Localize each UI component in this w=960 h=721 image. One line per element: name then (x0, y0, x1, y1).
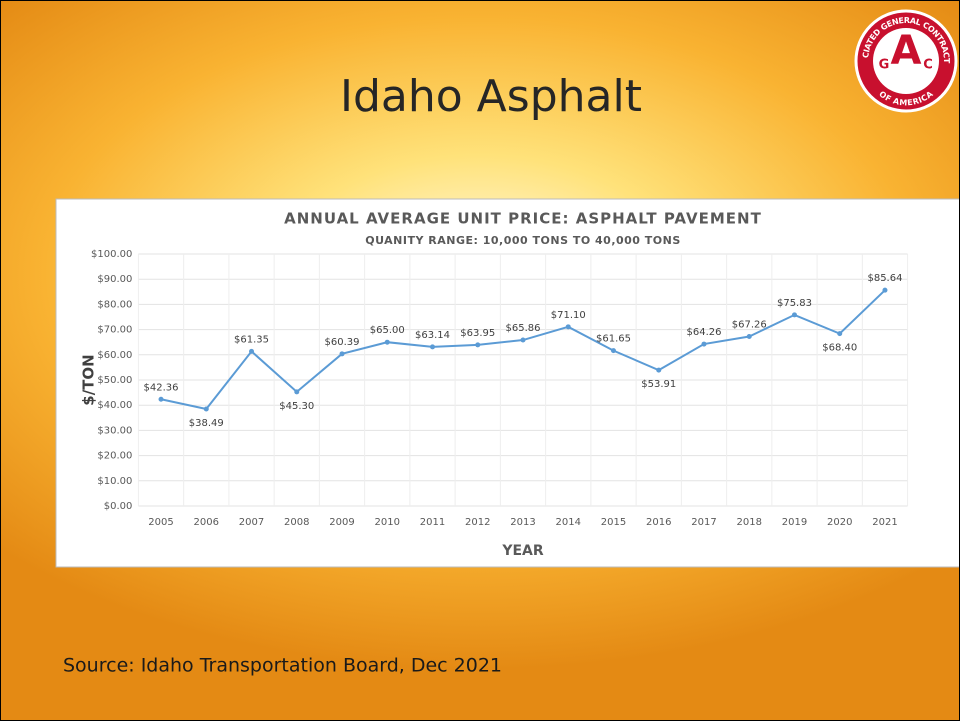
data-label: $63.14 (415, 330, 450, 341)
data-point (882, 287, 888, 293)
y-tick-label: $60.00 (97, 350, 132, 361)
data-label: $65.00 (370, 325, 405, 336)
x-tick-label: 2019 (782, 517, 807, 528)
data-label: $45.30 (279, 401, 314, 412)
data-point (746, 334, 752, 340)
data-label: $64.26 (686, 327, 721, 338)
y-tick-label: $50.00 (97, 375, 132, 386)
y-tick-label: $70.00 (97, 325, 132, 336)
data-point (520, 337, 526, 343)
data-point (656, 367, 662, 373)
data-label: $38.49 (189, 418, 224, 429)
x-tick-label: 2020 (827, 517, 852, 528)
y-tick-label: $20.00 (97, 451, 132, 462)
x-tick-label: 2013 (510, 517, 535, 528)
slide-title: Idaho Asphalt (340, 71, 642, 122)
data-point (565, 324, 571, 330)
data-point (430, 344, 436, 350)
y-tick-label: $40.00 (97, 400, 132, 411)
data-point (475, 342, 481, 348)
y-tick-label: $90.00 (97, 274, 132, 285)
x-tick-label: 2011 (420, 517, 445, 528)
x-tick-label: 2008 (284, 517, 309, 528)
x-tick-label: 2006 (194, 517, 219, 528)
chart: ANNUAL AVERAGE UNIT PRICE: ASPHALT PAVEM… (80, 210, 909, 559)
logo-letter: G (879, 58, 890, 73)
y-axis-label: $/TON (80, 354, 98, 405)
x-tick-label: 2016 (646, 517, 671, 528)
data-label: $61.65 (596, 334, 631, 345)
x-tick-label: 2021 (872, 517, 897, 528)
x-tick-label: 2007 (239, 517, 264, 528)
source-note: Source: Idaho Transportation Board, Dec … (63, 655, 502, 677)
data-label: $85.64 (867, 273, 902, 284)
data-point (339, 351, 345, 357)
logo-letter: C (923, 58, 933, 73)
chart-title: ANNUAL AVERAGE UNIT PRICE: ASPHALT PAVEM… (284, 210, 762, 228)
y-tick-label: $0.00 (104, 501, 133, 512)
x-tick-label: 2014 (556, 517, 581, 528)
data-point (203, 406, 209, 412)
data-point (294, 389, 300, 395)
data-label: $60.39 (325, 337, 360, 348)
x-tick-label: 2015 (601, 517, 626, 528)
x-tick-label: 2018 (737, 517, 762, 528)
x-axis-label: YEAR (501, 543, 544, 559)
data-label: $75.83 (777, 298, 812, 309)
data-point (158, 396, 164, 402)
x-tick-label: 2005 (148, 517, 173, 528)
x-tick-label: 2012 (465, 517, 490, 528)
y-tick-label: $30.00 (97, 425, 132, 436)
data-label: $65.86 (506, 323, 541, 334)
data-label: $68.40 (822, 343, 857, 354)
data-point (384, 339, 390, 345)
x-tick-label: 2017 (691, 517, 716, 528)
data-label: $67.26 (732, 320, 767, 331)
data-point (249, 348, 255, 354)
data-point (791, 312, 797, 318)
x-tick-label: 2010 (375, 517, 400, 528)
y-tick-label: $80.00 (97, 299, 132, 310)
data-point (837, 331, 843, 337)
y-tick-label: $10.00 (97, 476, 132, 487)
logo-text: ASSOCIATED GENERAL CONTRACTORS (1, 1, 952, 64)
data-label: $61.35 (234, 334, 269, 345)
data-label: $71.10 (551, 310, 586, 321)
logo-core (873, 28, 939, 94)
chart-subtitle: QUANITY RANGE: 10,000 TONS TO 40,000 TON… (365, 234, 681, 247)
data-label: $63.95 (460, 328, 495, 339)
y-tick-label: $100.00 (91, 249, 132, 260)
data-label: $42.36 (144, 382, 179, 393)
x-tick-label: 2009 (329, 517, 354, 528)
data-point (610, 348, 616, 354)
logo-letter: A (891, 28, 922, 74)
data-label: $53.91 (641, 379, 676, 390)
data-point (701, 341, 707, 347)
